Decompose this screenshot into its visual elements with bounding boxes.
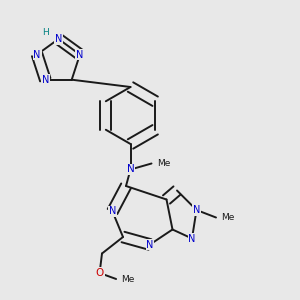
Text: N: N — [146, 239, 154, 250]
Text: O: O — [95, 268, 104, 278]
Text: N: N — [127, 164, 134, 175]
Text: Me: Me — [221, 213, 235, 222]
Text: N: N — [76, 50, 84, 59]
Text: N: N — [33, 50, 41, 59]
Text: N: N — [109, 206, 116, 217]
Text: H: H — [42, 28, 48, 37]
Text: N: N — [42, 75, 49, 85]
Text: N: N — [193, 205, 200, 215]
Text: Me: Me — [122, 274, 135, 284]
Text: N: N — [55, 34, 62, 44]
Text: Me: Me — [157, 159, 170, 168]
Text: N: N — [188, 233, 196, 244]
